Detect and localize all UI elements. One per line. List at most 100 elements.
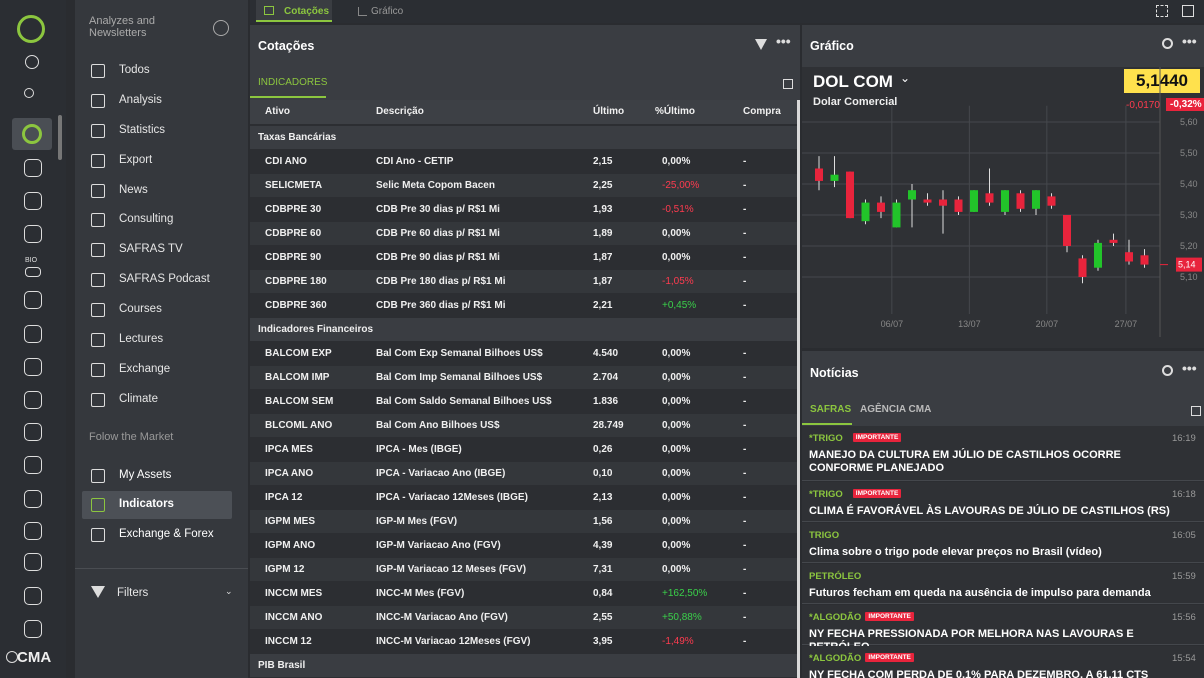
menu-item[interactable]: Climate [119, 393, 158, 405]
table-row[interactable]: IPCA MES IPCA - Mes (IBGE) 0,26 0,00% - [250, 438, 797, 461]
table-row[interactable]: IGPM MES IGP-M Mes (FGV) 1,56 0,00% - [250, 510, 797, 533]
user-icon[interactable] [24, 88, 34, 98]
table-row[interactable]: CDBPRE 60 CDB Pre 60 dias p/ R$1 Mi 1,89 0,… [250, 222, 797, 245]
menu-item[interactable]: Todos [119, 64, 150, 76]
menu-item[interactable]: Analysis [119, 94, 162, 106]
table-row[interactable]: IPCA 12 IPCA - Variacao 12Meses (IBGE) 2,1… [250, 486, 797, 509]
table-row[interactable]: CDBPRE 30 CDB Pre 30 dias p/ R$1 Mi 1,93 -0… [250, 198, 797, 221]
table-row[interactable]: CDBPRE 90 CDB Pre 90 dias p/ R$1 Mi 1,87 0,… [250, 246, 797, 269]
cell: 1,56 [593, 516, 613, 527]
table-row[interactable]: BALCOM IMP Bal Com Imp Semanal Bilhoes US… [250, 366, 797, 389]
menu-item[interactable]: My Assets [119, 469, 172, 481]
table-row[interactable]: INCCM MES INCC-M Mes (FGV) 0,84 +162,50% - [250, 582, 797, 605]
menu-item[interactable]: News [119, 184, 148, 196]
menu-item[interactable]: Export [119, 154, 153, 166]
section-label: Folow the Market [89, 431, 174, 443]
column-header[interactable]: Descrição [376, 106, 424, 117]
symbol[interactable]: DOL COM [813, 72, 893, 91]
column-header[interactable]: Último [593, 106, 625, 117]
fullscreen-icon[interactable] [1156, 5, 1168, 17]
menu-item[interactable]: Lectures [119, 333, 164, 345]
table-row[interactable]: INCCM 12 INCC-M Variacao 12Meses (FGV) 3,9… [250, 630, 797, 653]
nav-icon[interactable] [24, 490, 42, 508]
table-row[interactable]: BLCOML ANO Bal Com Ano Bilhoes US$ 28.749 0… [250, 414, 797, 437]
cell: CDBPRE 90 [265, 252, 322, 263]
cell: - [743, 588, 747, 599]
quotes-panel: Cotações ••• INDICADORES Ativo Descrição Últi… [250, 25, 800, 678]
table-row[interactable]: CDI ANO CDI Ano - CETIP 2,15 0,00% - [250, 150, 797, 173]
news-item[interactable]: TRIGO 16:05 Clima sobre o trigo pode eleva… [802, 523, 1204, 563]
news-item[interactable]: *ALGODÃO IMPORTANTE 15:54 NY FECHA COM PERD… [802, 646, 1204, 678]
cell: BLCOML ANO [265, 420, 333, 431]
search-button[interactable] [1162, 38, 1173, 49]
archive-icon[interactable] [783, 79, 793, 89]
menu-highlight [82, 491, 232, 519]
nav-icon[interactable] [24, 587, 42, 605]
menu-item[interactable]: Exchange & Forex [119, 528, 214, 540]
filter-button[interactable] [755, 39, 767, 50]
column-header[interactable]: Ativo [265, 106, 290, 117]
change: -0,0170 [1126, 100, 1160, 111]
news-tab[interactable]: SAFRAS [810, 404, 852, 415]
nav-icon[interactable] [24, 159, 42, 177]
filters[interactable]: Filters [117, 587, 149, 599]
menu-icon [91, 124, 105, 138]
cell: INCCM ANO [265, 612, 323, 623]
table-row[interactable]: CDBPRE 180 CDB Pre 180 dias p/ R$1 Mi 1,87… [250, 270, 797, 293]
menu-item[interactable]: Indicators [119, 498, 174, 510]
table-row[interactable]: IGPM ANO IGP-M Variacao Ano (FGV) 4,39 0,00… [250, 534, 797, 557]
nav-icon[interactable] [24, 456, 42, 474]
nav-icon[interactable] [24, 325, 42, 343]
menu-item[interactable]: Statistics [119, 124, 166, 136]
more-button[interactable]: ••• [1182, 33, 1197, 49]
x-tick-label: 13/07 [958, 319, 981, 329]
tab[interactable]: Gráfico [371, 6, 404, 17]
subtab[interactable]: INDICADORES [258, 77, 328, 88]
news-time: 16:18 [1172, 489, 1196, 500]
table-row[interactable]: SELICMETA Selic Meta Copom Bacen 2,25 -25,0… [250, 174, 797, 197]
menu-item[interactable]: Courses [119, 303, 162, 315]
search-button[interactable] [1162, 365, 1173, 376]
more-button[interactable]: ••• [1182, 360, 1197, 376]
nav-icon[interactable] [24, 553, 42, 571]
table-row[interactable]: BALCOM EXP Bal Com Exp Semanal Bilhoes US… [250, 342, 797, 365]
news-tab[interactable]: AGÊNCIA CMA [860, 404, 932, 415]
change-pct: -0,32% [1166, 98, 1204, 111]
table-row[interactable]: IPCA ANO IPCA - Variacao Ano (IBGE) 0,10 0,… [250, 462, 797, 485]
more-button[interactable]: ••• [776, 33, 791, 49]
cell: - [743, 204, 747, 215]
nav-icon[interactable] [24, 391, 42, 409]
settings-icon[interactable] [213, 20, 229, 36]
selected-icon[interactable] [22, 124, 42, 144]
panel-title: Gráfico [810, 39, 854, 53]
nav-icon[interactable] [24, 291, 42, 309]
menu-item[interactable]: SAFRAS Podcast [119, 273, 210, 285]
table-row[interactable]: BALCOM SEM Bal Com Saldo Semanal Bilhoes … [250, 390, 797, 413]
column-header[interactable]: %Último [655, 106, 695, 117]
tab[interactable]: Cotações [284, 6, 330, 17]
nav-icon[interactable] [24, 620, 42, 638]
table-row[interactable]: INCCM ANO INCC-M Variacao Ano (FGV) 2,55 +5… [250, 606, 797, 629]
column-header[interactable]: Compra [743, 106, 781, 117]
cell: 1,89 [593, 228, 613, 239]
nav-icon[interactable] [24, 522, 42, 540]
menu-item[interactable]: SAFRAS TV [119, 243, 183, 255]
cell: 4,39 [593, 540, 613, 551]
news-item[interactable]: *TRIGO IMPORTANTE 16:18 CLIMA É FAVORÁVEL À… [802, 482, 1204, 522]
nav-icon[interactable] [24, 423, 42, 441]
table-row[interactable]: IGPM 12 IGP-M Variacao 12 Meses (FGV) 7,31… [250, 558, 797, 581]
news-item[interactable]: *TRIGO IMPORTANTE 16:19 MANEJO DA CULTURA E… [802, 426, 1204, 481]
news-item[interactable]: *ALGODÃO IMPORTANTE 15:56 NY FECHA PRESSION… [802, 605, 1204, 653]
archive-icon[interactable] [1191, 406, 1201, 416]
table-row[interactable]: CDBPRE 360 CDB Pre 360 dias p/ R$1 Mi 2,21… [250, 294, 797, 317]
nav-icon[interactable] [24, 192, 42, 210]
menu-icon [91, 303, 105, 317]
window-icon[interactable] [1182, 5, 1194, 17]
menu-item[interactable]: Consulting [119, 213, 174, 225]
nav-icon[interactable] [24, 358, 42, 376]
bio-icon[interactable] [25, 267, 41, 277]
news-item[interactable]: PETRÓLEO 15:59 Futuros fecham em queda na … [802, 564, 1204, 604]
nav-icon[interactable] [24, 225, 42, 243]
menu-item[interactable]: Exchange [119, 363, 171, 375]
cell: - [743, 540, 747, 551]
